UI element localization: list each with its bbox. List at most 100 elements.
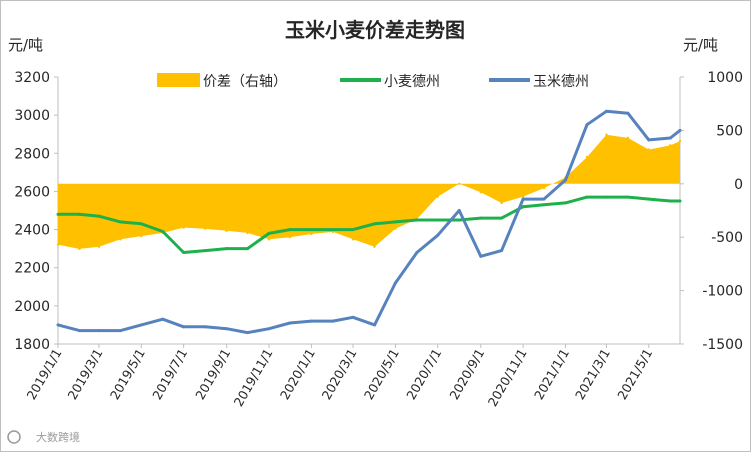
corn-dezhou-point [246,331,250,335]
y-right-tick-label: -1000 [702,284,743,300]
corn-dezhou-point [288,321,292,325]
spread-point [203,227,207,230]
wheat-dezhou-point [78,212,82,216]
corn-dezhou-point [393,281,397,285]
wheat-dezhou-point [393,220,397,224]
x-tick-label: 2021/5/1 [614,346,655,402]
spread-point [542,186,546,190]
spread-point [119,238,122,241]
corn-dezhou-point [139,323,143,327]
corn-dezhou-point [563,178,567,182]
wheat-dezhou-point [139,222,143,226]
corn-dezhou-point [78,329,82,333]
legend-label-wheat: 小麦德州 [384,74,440,90]
x-tick-label: 2020/11/1 [485,346,530,409]
wheat-dezhou-point [668,199,672,203]
y-right-tick-label: -500 [711,230,743,246]
corn-dezhou-point [479,254,483,258]
wheat-dezhou-point [267,231,271,235]
y-left-tick-label: 2800 [14,146,50,162]
corn-dezhou-point [56,323,60,327]
wheat-dezhou-point [203,249,207,253]
corn-dezhou-point [97,329,101,333]
x-tick-label: 2020/7/1 [403,346,444,402]
corn-dezhou-point [436,233,440,237]
wheat-dezhou-point [436,218,440,222]
spread-point [310,232,313,236]
spread-point [56,243,60,246]
corn-dezhou-point [118,329,122,333]
y-right-tick-label: 500 [716,123,743,139]
y-left-tick-label: 2200 [14,261,50,277]
wheat-dezhou-point [542,203,546,207]
spread-point [436,195,439,198]
y-left-tick-label: 3200 [14,70,50,86]
y-right-tick-label: -1500 [702,337,743,353]
x-tick-label: 2020/9/1 [446,346,487,402]
plot-area: 1800 2000 2200 2400 2600 2800 3000 3200 -1500 -10… [14,70,743,409]
corn-dezhou-point [585,123,589,127]
corn-dezhou-point [542,197,546,201]
y-left-tick-label: 2400 [14,223,50,239]
x-tick-label: 2020/1/1 [277,346,318,402]
y-left-tick-label: 2000 [14,299,50,315]
corn-dezhou-point [351,315,355,319]
watermark: 大数跨境 [7,430,80,444]
spread-point [182,226,185,229]
corn-dezhou-point [203,325,207,329]
wheat-dezhou-point [161,229,165,233]
x-tick-label: 2019/9/1 [192,346,233,402]
corn-dezhou-point [309,319,313,323]
corn-dezhou-point [647,138,651,142]
corn-dezhou-point [521,197,525,201]
x-tick-label: 2020/3/1 [319,346,360,402]
x-tick-label: 2021/3/1 [572,346,613,402]
x-tick-label: 2019/1/1 [24,346,65,402]
spread-area [58,134,680,249]
spread-point [267,238,271,241]
x-tick-label: 2019/5/1 [107,346,148,402]
corn-dezhou-point [604,109,608,113]
legend-label-corn: 玉米德州 [533,74,589,90]
wheat-dezhou-point [351,228,355,232]
x-tick-label: 2020/5/1 [361,346,402,402]
legend-swatch-spread [157,73,200,87]
y-left-tick-label: 3000 [14,108,50,124]
spread-point [479,191,482,194]
spread-point [288,236,292,239]
x-tick-label: 2019/7/1 [149,346,190,402]
y-right-unit: 元/吨 [683,36,718,54]
wheat-dezhou-point [56,212,60,216]
wheat-dezhou-point [604,195,608,199]
wheat-dezhou-point [225,247,229,251]
y-left-tick-label: 2600 [14,184,50,200]
chart-title: 玉米小麦价差走势图 [285,18,465,42]
spread-point [373,245,376,249]
y-right-tick-label: 1000 [707,70,743,86]
legend-label-spread: 价差（右轴） [203,74,287,90]
corn-dezhou-point [668,136,672,140]
y-left-unit: 元/吨 [8,36,43,54]
spread-point [669,144,672,147]
wheat-dezhou-point [373,222,377,226]
corn-dezhou-point [626,111,630,115]
wheat-dezhou-point [563,201,567,205]
x-tick-label: 2021/1/1 [531,346,572,402]
corn-dezhou-point [225,327,229,331]
spread-point [626,136,630,140]
wheat-dezhou-point [309,228,313,232]
corn-dezhou-point [678,128,682,132]
wheat-dezhou-point [500,216,504,220]
spread-point [521,195,525,198]
spread-point [331,230,335,234]
spread-point [605,133,608,136]
spread-point [97,245,101,249]
wheat-dezhou-point [521,205,525,209]
corn-dezhou-point [267,327,271,331]
y-left-tick-label: 1800 [14,337,50,353]
corn-dezhou-point [182,325,186,329]
spread-point [78,247,81,251]
wheat-dezhou-point [118,220,122,224]
spread-point [246,231,249,235]
